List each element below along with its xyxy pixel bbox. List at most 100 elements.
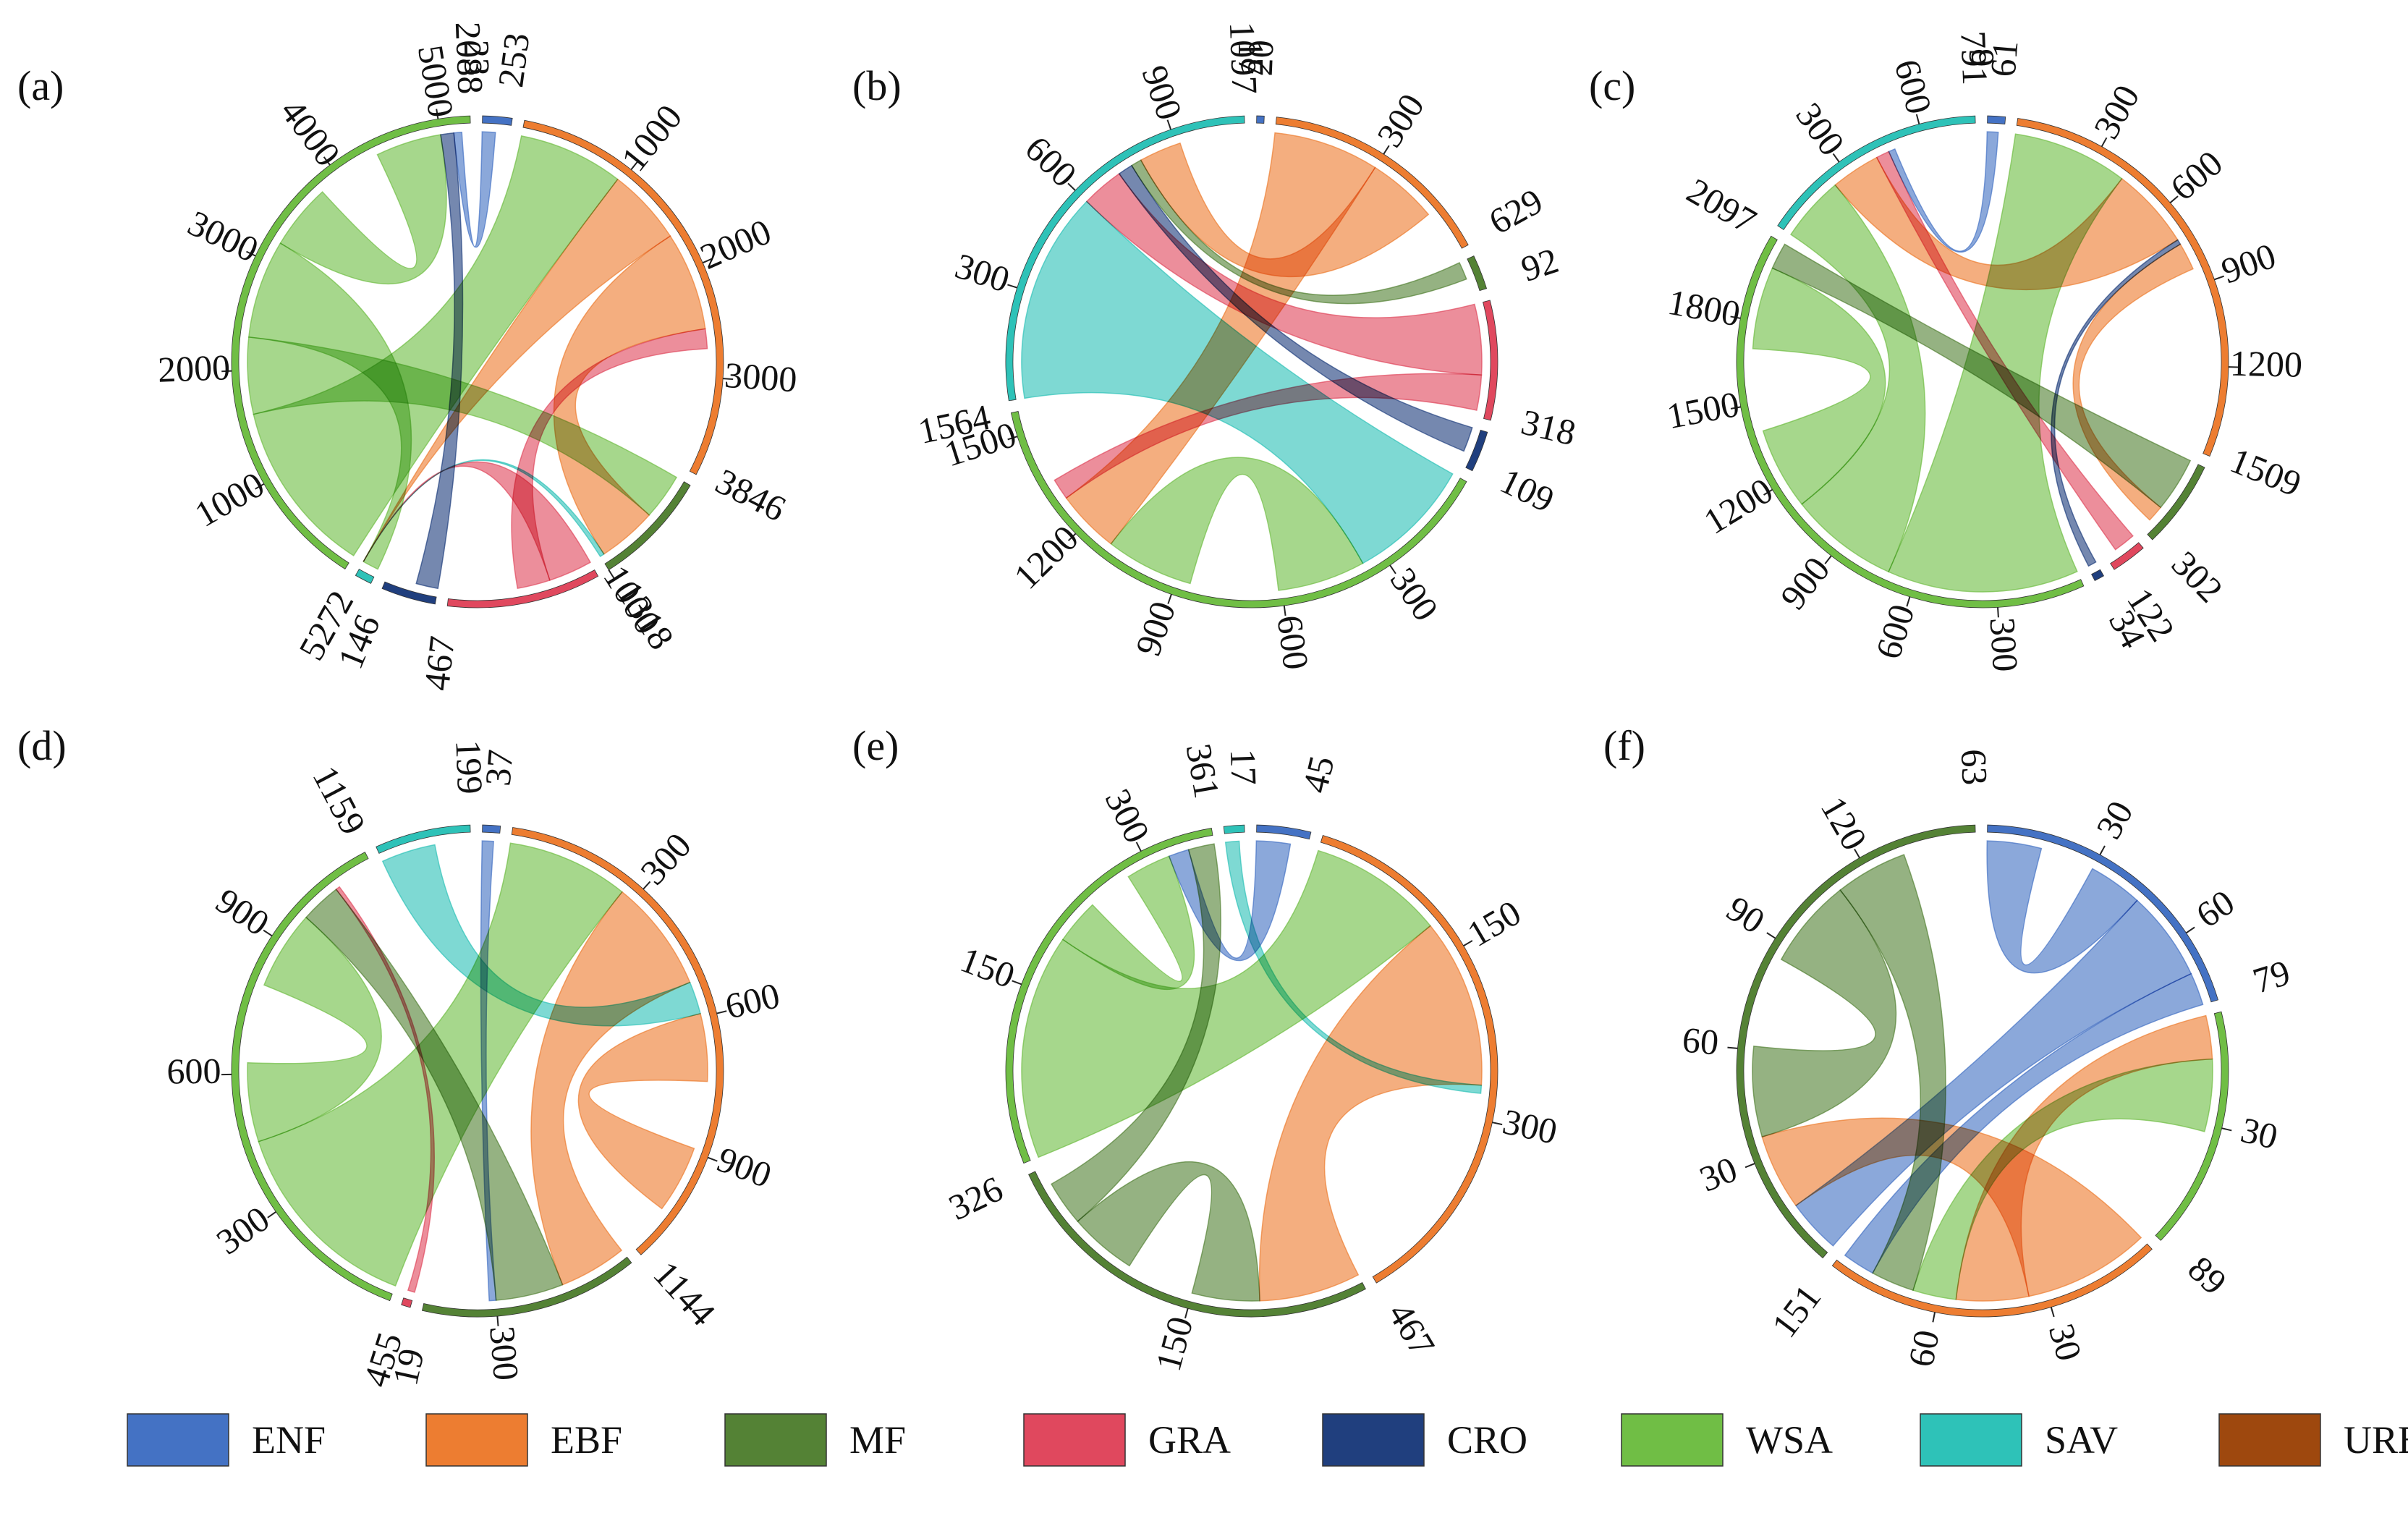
chord-wsa-wsa [247, 916, 382, 1143]
arc-mf [2147, 464, 2205, 541]
total-label: 467 [416, 634, 462, 692]
tick-label: 60 [1681, 1019, 1721, 1062]
legend-label-enf: ENF [252, 1418, 326, 1462]
tick-label: 900 [1134, 60, 1190, 124]
total-label: 17 [1223, 748, 1265, 786]
tick-label: 2000 [695, 211, 777, 277]
panel-label: (c) [1589, 62, 1635, 109]
legend-swatch-urb [2218, 1413, 2321, 1467]
tick-mark [2185, 926, 2195, 934]
arc-ebf [1831, 1243, 2153, 1318]
tick-label: 300 [1788, 96, 1852, 164]
tick-label: 300 [209, 1198, 277, 1263]
tick-mark [1135, 842, 1142, 852]
tick-label: 900 [209, 880, 276, 944]
chords [1021, 840, 1483, 1302]
arc-ebf [522, 119, 724, 475]
total-label: 253 [490, 30, 537, 90]
tick-label: 900 [712, 1138, 777, 1195]
chord-enf-wsa [453, 131, 496, 248]
legend-swatch-wsa [1621, 1413, 1724, 1467]
tick-mark [643, 881, 651, 890]
chord-wsa-wsa [279, 134, 447, 285]
tick-mark [267, 1211, 276, 1219]
total-label: 63 [1954, 748, 1996, 786]
tick-mark [1389, 564, 1396, 575]
total-label: 1509 [2225, 440, 2307, 504]
arc-sav [1777, 115, 1976, 231]
chord-ebf-mf [1258, 925, 1483, 1302]
total-label: 61 [1983, 39, 2026, 79]
chord-enf-mf [480, 840, 497, 1302]
tick-mark [496, 1315, 499, 1326]
tick-mark [1007, 284, 1018, 289]
chord-gra-wsa [1054, 373, 1483, 499]
legend-label-mf: MF [849, 1418, 906, 1462]
arc-gra [1483, 300, 1498, 421]
tick-label: 600 [1017, 128, 1085, 195]
tick-mark [1906, 596, 1911, 607]
tick-mark [436, 109, 439, 119]
chord-enf-sav [1888, 131, 1999, 253]
legend-label-urb: URB [2344, 1418, 2408, 1462]
chord-cro-ebf [2051, 239, 2182, 567]
chord-gra-sav [1085, 173, 1483, 376]
chord-wsa-wsa [1110, 457, 1364, 591]
chord-mf-mf [1752, 889, 1897, 1138]
tick-mark [1067, 182, 1076, 191]
arc-ebf [1275, 116, 1469, 249]
tick-label: 1000 [188, 464, 271, 535]
total-label: 3846 [709, 460, 792, 529]
chord-sav-ebf [1224, 840, 1483, 1094]
chord-mf-sav [1130, 159, 1467, 305]
arc-mf [1028, 1171, 1366, 1318]
tick-label: 3000 [724, 355, 799, 400]
category-arcs [231, 115, 724, 609]
arc-wsa [1736, 235, 2085, 609]
arc-wsa [1005, 828, 1213, 1164]
total-label: 199 [448, 739, 491, 795]
tick-label: 300 [482, 1325, 527, 1382]
tick-mark [2050, 1307, 2055, 1318]
tick-mark [1832, 153, 1840, 163]
tick-label: 900 [1127, 596, 1183, 661]
tick-label: 300 [951, 245, 1014, 300]
tick-label: 90 [1720, 888, 1772, 941]
tick-mark [1824, 555, 1832, 564]
total-label: 79 [2248, 952, 2294, 1001]
chord-gra-sav [1875, 151, 2134, 551]
chord-mf-mf [1077, 1161, 1260, 1302]
total-label: 37 [478, 748, 521, 787]
total-label: 20 [1239, 39, 1281, 77]
total-label: 2088 [448, 21, 491, 95]
tick-mark [1730, 406, 1741, 410]
chord-cro-wsa [415, 132, 464, 590]
tick-mark [1167, 594, 1172, 604]
total-label: 45 [1294, 752, 1342, 797]
tick-mark [608, 569, 615, 580]
tick-label: 2000 [157, 347, 231, 390]
arc-enf [482, 824, 501, 834]
tick-mark [1184, 1308, 1189, 1319]
total-label: 326 [943, 1168, 1009, 1228]
arc-sav [1005, 115, 1245, 402]
tick-label: 30 [1694, 1148, 1742, 1200]
tick-mark [1383, 145, 1390, 155]
chord-panel-1: (b)3003006009001200150030060090020629923… [852, 21, 1580, 672]
arc-enf [1256, 115, 1265, 124]
tick-label: 600 [721, 975, 784, 1027]
chords [247, 840, 708, 1302]
panel-label: (a) [17, 62, 64, 109]
arc-enf [482, 115, 513, 126]
tick-mark [716, 1010, 727, 1014]
tick-mark [1463, 940, 1473, 947]
chord-cro-sav [1118, 164, 1473, 452]
chord-ebf-mf [2072, 243, 2194, 521]
category-arcs [1005, 824, 1498, 1318]
tick-label: 150 [1148, 1313, 1201, 1376]
total-label: 318 [1517, 402, 1580, 454]
chord-enf-wsa [1168, 840, 1292, 962]
category-arcs [1005, 115, 1498, 609]
chords [1752, 131, 2194, 593]
